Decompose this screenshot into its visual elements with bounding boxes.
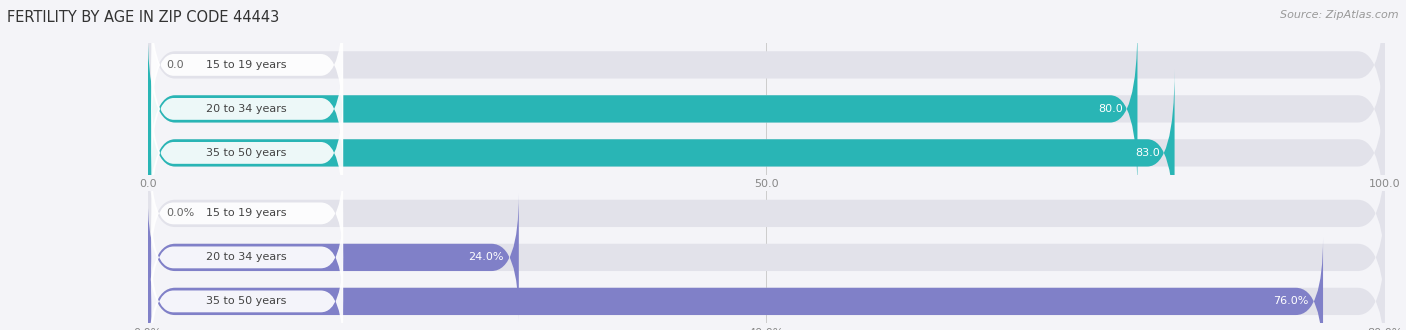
Text: 83.0: 83.0 — [1135, 148, 1160, 158]
Text: 0.0%: 0.0% — [166, 209, 194, 218]
FancyBboxPatch shape — [148, 70, 1174, 236]
Text: 80.0: 80.0 — [1098, 104, 1122, 114]
FancyBboxPatch shape — [148, 194, 1385, 321]
Text: 20 to 34 years: 20 to 34 years — [207, 104, 287, 114]
FancyBboxPatch shape — [148, 194, 519, 321]
FancyBboxPatch shape — [148, 70, 1385, 236]
Text: FERTILITY BY AGE IN ZIP CODE 44443: FERTILITY BY AGE IN ZIP CODE 44443 — [7, 10, 280, 25]
Text: 35 to 50 years: 35 to 50 years — [207, 148, 287, 158]
Text: 24.0%: 24.0% — [468, 252, 503, 262]
FancyBboxPatch shape — [152, 161, 343, 266]
FancyBboxPatch shape — [148, 26, 1137, 192]
FancyBboxPatch shape — [148, 149, 1385, 277]
Text: 76.0%: 76.0% — [1272, 296, 1308, 306]
Text: 35 to 50 years: 35 to 50 years — [207, 296, 287, 306]
FancyBboxPatch shape — [148, 238, 1323, 330]
Text: 15 to 19 years: 15 to 19 years — [207, 209, 287, 218]
FancyBboxPatch shape — [148, 238, 1385, 330]
FancyBboxPatch shape — [152, 41, 343, 177]
Text: 0.0: 0.0 — [166, 60, 184, 70]
FancyBboxPatch shape — [148, 26, 1385, 192]
FancyBboxPatch shape — [148, 0, 1385, 148]
FancyBboxPatch shape — [152, 0, 343, 133]
FancyBboxPatch shape — [152, 205, 343, 310]
Text: 20 to 34 years: 20 to 34 years — [207, 252, 287, 262]
Text: Source: ZipAtlas.com: Source: ZipAtlas.com — [1281, 10, 1399, 20]
Text: 15 to 19 years: 15 to 19 years — [207, 60, 287, 70]
FancyBboxPatch shape — [152, 84, 343, 221]
FancyBboxPatch shape — [152, 249, 343, 330]
